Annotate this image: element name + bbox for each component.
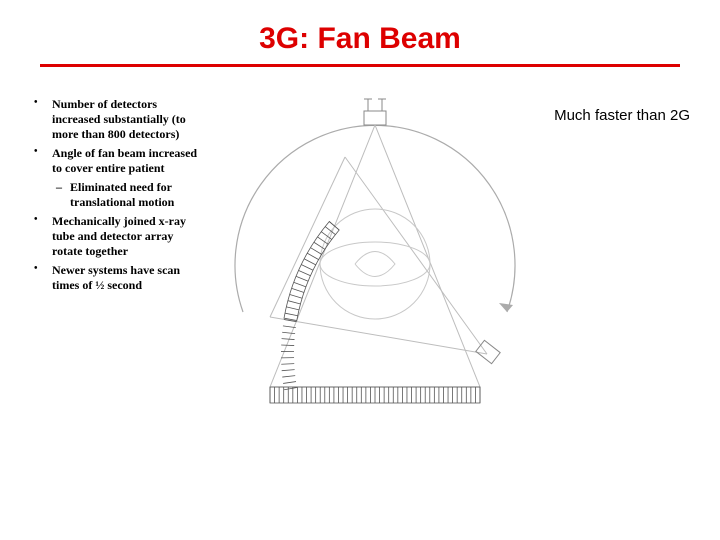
side-note: Much faster than 2G bbox=[554, 107, 690, 124]
fan-beam-diagram bbox=[215, 89, 535, 419]
bullet-list: Number of detectors increased substantia… bbox=[30, 97, 200, 297]
page-title: 3G: Fan Beam bbox=[0, 0, 720, 64]
list-item: Mechanically joined x-ray tube and detec… bbox=[30, 214, 200, 259]
list-item: Number of detectors increased substantia… bbox=[30, 97, 200, 142]
patient-circle-icon bbox=[320, 209, 430, 319]
list-item: Angle of fan beam increased to cover ent… bbox=[30, 146, 200, 176]
content-area: Number of detectors increased substantia… bbox=[0, 67, 720, 537]
detector-bar-icon bbox=[270, 387, 480, 403]
list-item: Newer systems have scan times of ½ secon… bbox=[30, 263, 200, 293]
xray-tube-icon bbox=[364, 99, 386, 125]
detector-arc-icon bbox=[281, 222, 339, 390]
list-item-sub: Eliminated need for translational motion bbox=[30, 180, 200, 210]
gantry-arc-icon bbox=[235, 125, 515, 312]
